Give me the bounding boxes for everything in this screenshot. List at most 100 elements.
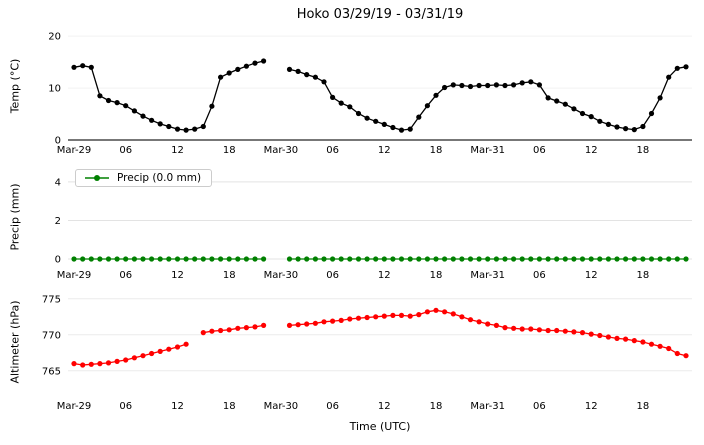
- y-tick-label: 765: [42, 366, 61, 377]
- precip-data-point: [398, 256, 405, 262]
- x-tick-label: 06: [326, 270, 339, 281]
- altimeter-data-point: [459, 314, 465, 320]
- altimeter-data-point: [614, 335, 620, 341]
- altimeter-data-point: [71, 361, 77, 367]
- temp-data-point: [536, 82, 543, 88]
- temp-data-point: [416, 114, 422, 120]
- temp-data-point: [424, 103, 430, 109]
- altimeter-data-point: [304, 321, 310, 327]
- precip-data-point: [347, 256, 353, 262]
- precip-data-point: [252, 256, 258, 262]
- altimeter-data-point: [286, 322, 293, 328]
- precip-data-point: [407, 256, 413, 262]
- precip-data-point: [261, 256, 267, 262]
- altimeter-data-point: [545, 327, 551, 334]
- temp-data-point: [545, 95, 551, 101]
- x-tick-label: Mar-29: [57, 401, 92, 412]
- temp-data-point: [623, 126, 629, 132]
- temp-data-point: [157, 121, 163, 127]
- temp-data-point: [330, 94, 336, 100]
- altimeter-data-point: [312, 320, 318, 326]
- precip-data-point: [166, 256, 172, 262]
- temp-data-point: [510, 82, 517, 88]
- temp-data-point: [140, 113, 146, 119]
- precip-data-point: [579, 256, 586, 262]
- temp-data-point: [183, 127, 189, 133]
- altimeter-data-point: [295, 322, 301, 328]
- precip-data-point: [536, 256, 543, 262]
- temp-data-point: [261, 58, 267, 64]
- precip-data-point: [683, 256, 689, 262]
- precip-data-point: [554, 256, 560, 262]
- x-tick-label: 06: [119, 270, 132, 281]
- altimeter-axis-label: Altimeter (hPa): [8, 300, 22, 384]
- altimeter-data-point: [88, 361, 94, 367]
- precip-data-point: [433, 256, 439, 262]
- precip-data-point: [571, 256, 577, 262]
- altimeter-data-point: [407, 313, 413, 319]
- x-tick-label: Mar-29: [57, 145, 92, 156]
- precip-data-point: [502, 256, 508, 262]
- temp-data-point: [174, 126, 181, 132]
- precip-data-point: [235, 256, 241, 262]
- precip-data-point: [131, 256, 137, 262]
- precip-data-point: [338, 256, 344, 262]
- altimeter-data-point: [510, 325, 517, 331]
- temp-data-point: [605, 121, 612, 127]
- precip-data-point: [510, 256, 517, 262]
- altimeter-data-point: [235, 325, 241, 331]
- altimeter-data-point: [623, 336, 629, 342]
- altimeter-data-point: [398, 312, 405, 318]
- precip-data-point: [123, 256, 129, 262]
- precip-data-point: [157, 256, 163, 262]
- precip-data-point: [450, 256, 456, 262]
- altimeter-data-point: [554, 327, 560, 334]
- precip-data-point: [640, 256, 646, 262]
- altimeter-data-point: [330, 318, 336, 324]
- x-tick-label: 12: [585, 145, 598, 156]
- precip-data-point: [545, 256, 551, 262]
- precip-data-point: [355, 256, 362, 262]
- altimeter-data-point: [467, 317, 474, 323]
- precip-data-point: [105, 256, 112, 262]
- altimeter-data-point: [157, 348, 163, 354]
- precip-legend-label: Precip (0.0 mm): [117, 172, 202, 184]
- y-tick-label: 770: [42, 330, 61, 341]
- altimeter-data-point: [123, 357, 129, 363]
- precip-data-point: [183, 256, 189, 262]
- x-tick-label: Mar-30: [264, 145, 299, 156]
- precip-data-point: [97, 256, 103, 262]
- temp-data-point: [562, 101, 568, 107]
- x-tick-label: 18: [223, 401, 236, 412]
- altimeter-data-point: [252, 324, 258, 330]
- altimeter-data-point: [528, 326, 534, 332]
- x-tick-label: Mar-31: [470, 145, 505, 156]
- temp-data-point: [295, 68, 301, 74]
- altimeter-data-point: [105, 360, 112, 366]
- altimeter-data-point: [640, 339, 646, 345]
- temp-data-point: [433, 92, 439, 98]
- precip-data-point: [226, 256, 232, 262]
- temp-data-point: [493, 82, 499, 88]
- precip-data-point: [200, 256, 206, 262]
- precip-axis-label: Precip (mm): [8, 183, 22, 251]
- temp-data-point: [304, 72, 310, 78]
- altimeter-data-point: [149, 350, 155, 357]
- x-tick-label: 12: [585, 270, 598, 281]
- altimeter-data-point: [80, 362, 86, 368]
- y-tick-label: 0: [55, 255, 61, 266]
- precip-data-point: [476, 256, 482, 262]
- precip-data-point: [674, 256, 680, 262]
- x-tick-label: 12: [378, 401, 391, 412]
- x-tick-label: 18: [637, 401, 650, 412]
- temp-data-point: [674, 65, 680, 71]
- temp-data-point: [252, 60, 258, 66]
- x-tick-label: 18: [430, 401, 443, 412]
- precip-data-point: [424, 256, 430, 262]
- temp-data-point: [528, 79, 534, 85]
- altimeter-data-point: [648, 341, 655, 347]
- precip-data-point: [364, 256, 370, 262]
- x-tick-label: 06: [533, 270, 546, 281]
- temp-data-point: [554, 98, 560, 104]
